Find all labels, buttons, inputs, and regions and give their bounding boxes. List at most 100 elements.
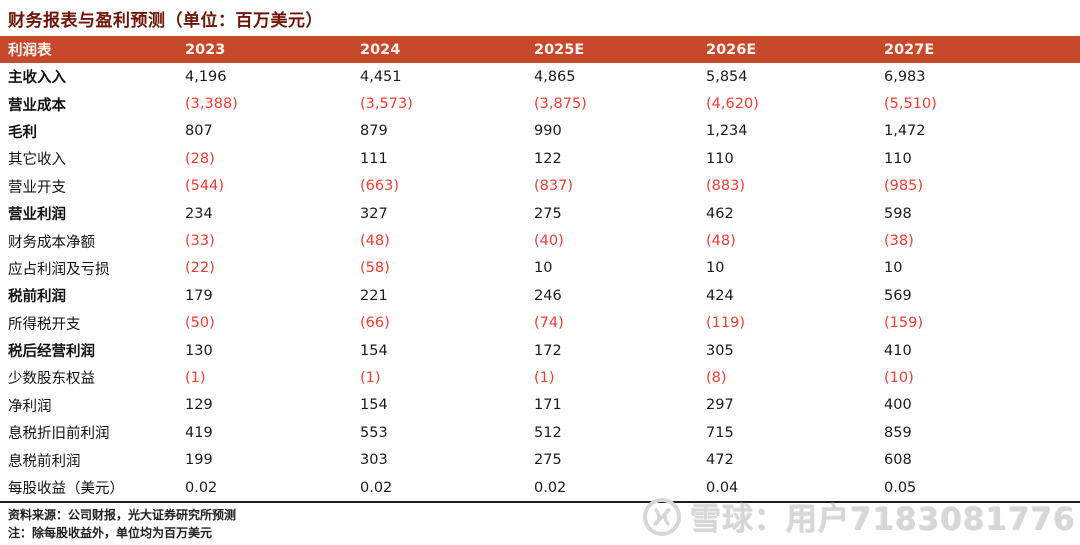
cell-value: 130 [185,342,213,359]
header-cell-year: 2023 [185,41,226,58]
cell-value: 598 [884,205,912,222]
cell-value: (74) [534,315,564,332]
cell-value: 10 [706,260,725,277]
table-row: 营业成本 (3,388) (3,573) (3,875) (4,620) (5,510) [0,90,1080,117]
row-label: 财务成本净额 [8,234,95,251]
cell-value: 879 [360,123,388,140]
cell-value: 807 [185,123,213,140]
page-title: 财务报表与盈利预测（单位：百万美元） [8,11,323,31]
cell-value: (3,388) [185,96,238,113]
cell-value: 234 [185,205,213,222]
row-label: 少数股东权益 [8,371,95,388]
cell-value: (22) [185,260,215,277]
cell-value: (1) [534,369,555,386]
cell-value: 512 [534,424,562,441]
row-label: 应占利润及亏损 [8,261,110,278]
cell-value: 110 [706,150,734,167]
cell-value: (10) [884,369,914,386]
row-label: 营业成本 [8,97,66,114]
cell-value: 6,983 [884,68,926,85]
table-bottom-rule [0,501,1080,504]
table-body: 主收入入 4,196 4,451 4,865 5,854 6,983 营业成本 (3,388)… [0,63,1080,501]
cell-value: 221 [360,287,388,304]
table-row: 所得税开支 (50) (66) (74) (119) (159) [0,310,1080,337]
cell-value: (8) [706,369,727,386]
header-cell-year: 2027E [884,41,935,58]
cell-value: 303 [360,452,388,469]
table-row: 税前利润 179 221 246 424 569 [0,282,1080,309]
cell-value: (1) [185,369,206,386]
cell-value: (28) [185,150,215,167]
row-label: 所得税开支 [8,316,81,333]
cell-value: 424 [706,287,734,304]
cell-value: (159) [884,315,923,332]
cell-value: 275 [534,452,562,469]
footnotes: 资料来源：公司财报，光大证券研究所预测 注：除每股收益外，单位均为百万美元 [0,503,1080,542]
cell-value: 400 [884,397,912,414]
table-row: 少数股东权益 (1) (1) (1) (8) (10) [0,364,1080,391]
cell-value: 0.04 [706,479,739,496]
cell-value: 5,854 [706,68,748,85]
row-label: 息税前利润 [8,453,81,470]
source-note: 资料来源：公司财报，光大证券研究所预测 [8,508,237,523]
table-row: 每股收益（美元） 0.02 0.02 0.02 0.04 0.05 [0,474,1080,501]
cell-value: 410 [884,342,912,359]
cell-value: 553 [360,424,388,441]
cell-value: 179 [185,287,213,304]
cell-value: 472 [706,452,734,469]
row-label: 营业利润 [8,207,66,224]
cell-value: 305 [706,342,734,359]
cell-value: (48) [706,233,736,250]
cell-value: 569 [884,287,912,304]
header-cell-year: 2025E [534,41,585,58]
cell-value: 171 [534,397,562,414]
cell-value: 129 [185,397,213,414]
cell-value: 246 [534,287,562,304]
cell-value: 608 [884,452,912,469]
cell-value: (985) [884,178,923,195]
unit-note: 注：除每股收益外，单位均为百万美元 [8,526,213,541]
cell-value: 297 [706,397,734,414]
cell-value: (33) [185,233,215,250]
table-row: 净利润 129 154 171 297 400 [0,392,1080,419]
table-row: 其它收入 (28) 111 122 110 110 [0,145,1080,172]
table-row: 息税折旧前利润 419 553 512 715 859 [0,419,1080,446]
cell-value: 4,196 [185,68,227,85]
cell-value: 122 [534,150,562,167]
table-row: 财务成本净额 (33) (48) (40) (48) (38) [0,227,1080,254]
cell-value: (119) [706,315,745,332]
cell-value: (58) [360,260,390,277]
table-row: 主收入入 4,196 4,451 4,865 5,854 6,983 [0,63,1080,90]
row-label: 息税折旧前利润 [8,426,110,443]
cell-value: (38) [884,233,914,250]
cell-value: 275 [534,205,562,222]
income-statement-table: 利润表 2023 2024 2025E 2026E 2027E 主收入入 4,196 4,45… [0,36,1080,504]
cell-value: (50) [185,315,215,332]
row-label: 毛利 [8,124,37,141]
row-label: 税前利润 [8,289,66,306]
header-cell-year: 2024 [360,41,401,58]
cell-value: 199 [185,452,213,469]
cell-value: 110 [884,150,912,167]
table-row: 应占利润及亏损 (22) (58) 10 10 10 [0,255,1080,282]
table-header-row: 利润表 2023 2024 2025E 2026E 2027E [0,36,1080,63]
cell-value: 4,865 [534,68,576,85]
row-label: 净利润 [8,398,52,415]
cell-value: (663) [360,178,399,195]
cell-value: 0.02 [534,479,567,496]
table-row: 毛利 807 879 990 1,234 1,472 [0,118,1080,145]
table-row: 税后经营利润 130 154 172 305 410 [0,337,1080,364]
cell-value: 0.05 [884,479,917,496]
header-cell-label: 利润表 [8,43,52,59]
cell-value: (837) [534,178,573,195]
cell-value: 10 [534,260,553,277]
cell-value: (544) [185,178,224,195]
cell-value: (1) [360,369,381,386]
cell-value: 111 [360,150,388,167]
cell-value: 172 [534,342,562,359]
cell-value: (3,573) [360,96,413,113]
cell-value: 1,234 [706,123,748,140]
cell-value: 990 [534,123,562,140]
cell-value: (66) [360,315,390,332]
